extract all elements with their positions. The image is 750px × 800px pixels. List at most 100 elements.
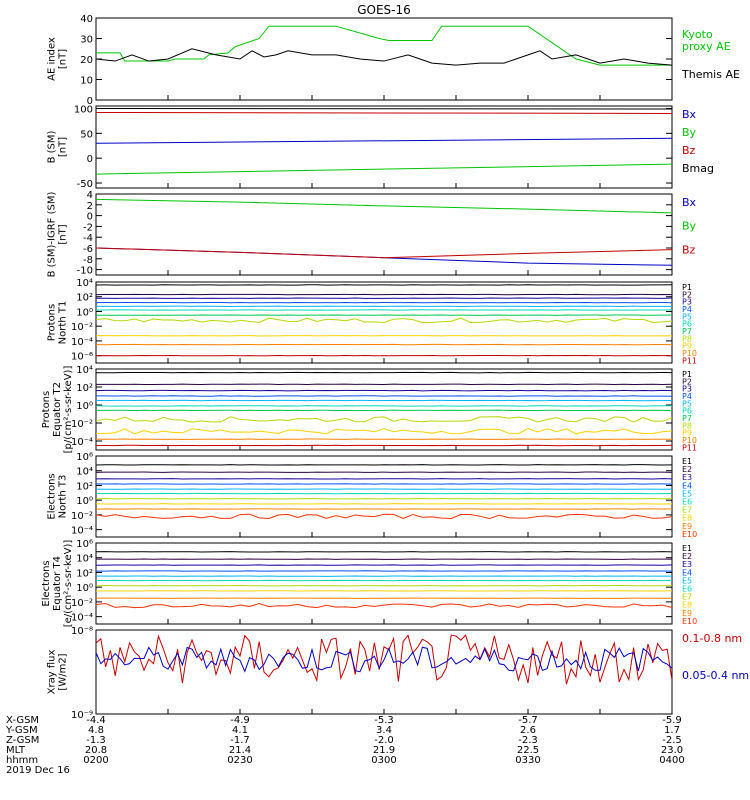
x-tick-value: 20.8 [85,745,107,756]
plot-area [96,25,672,66]
legend-p1: P1 [682,283,692,292]
x-row-label: X-GSM [6,715,39,726]
y-axis-label-line: Protons [41,391,52,428]
legend-e2: E2 [682,552,692,561]
y-tick-label: 10⁰ [76,307,93,318]
y-tick-label: 20 [80,55,93,66]
legend-e8: E8 [682,514,692,523]
legend-item: Kyoto [682,28,713,41]
plot-area [96,371,672,447]
y-tick-label: 10² [76,568,93,579]
legend-p11: P11 [682,443,697,452]
y-axis-label-line: North T3 [58,475,69,519]
legend-p9: P9 [682,429,692,438]
panel-frame [95,105,673,189]
series-xray-long [96,634,672,685]
legend-p10: P10 [682,349,697,358]
x-tick-value: -1.7 [230,735,250,746]
legend-p7: P7 [682,327,692,336]
y-tick-label: 10⁰ [76,583,93,594]
x-tick-value: -5.3 [374,715,394,726]
legend-xray: 0.1-0.8 nm 0.05-0.4 nm [682,632,749,682]
y-axis-label: B (SM)-IGRF (SM) [nT] [47,192,69,278]
y-axis-label-line: [nT] [58,49,69,69]
series-bx [96,137,672,144]
panel-8: 10⁻⁸ 10⁻⁹ Xray flux [W/m2] [47,626,673,721]
plot-area [96,198,672,266]
y-axis-label-line: Protons [47,304,58,341]
x-row-label: Z-GSM [6,735,39,746]
y-tick-label: 10⁶ [76,452,93,463]
legend-p3: P3 [682,385,692,394]
legend-e6: E6 [682,498,692,507]
x-tick-value: -5.9 [662,715,682,726]
x-tick-value: -4.4 [86,715,106,726]
y-tick-label: 10⁻⁹ [71,710,93,721]
y-axis-label-line: B (SM)-IGRF (SM) [47,192,58,278]
y-tick-label: 0 [87,96,93,107]
x-tick-value: -4.9 [230,715,250,726]
y-tick-label: 0 [87,212,93,223]
x-tick-value: 3.4 [376,725,392,736]
y-axis-label: Electrons Equator T4 [e/(cm²-s-sr-keV)] [41,540,74,628]
y-tick-label: 10⁻⁸ [71,626,93,637]
legend-p1: P1 [682,370,692,379]
x-tick-value: 22.5 [517,745,539,756]
y-tick-label: 10⁶ [76,539,93,550]
legend-p4: P4 [682,392,692,401]
y-tick-label: 10⁴ [76,554,93,565]
plot-area [96,107,672,175]
legend-p9: P9 [682,342,692,351]
legend-p4: P4 [682,305,692,314]
y-tick-label: 10 [80,76,93,87]
legend-p7: P7 [682,414,692,423]
legend-e4: E4 [682,568,692,577]
series-by [96,198,672,214]
legend-item: Bz [682,243,696,256]
legend-p5: P5 [682,399,692,408]
y-tick-label: -10 [77,266,93,277]
series-xray-short [96,646,672,673]
y-axis-label-line: Electrons [47,473,58,519]
y-tick-label: 10⁻⁶ [71,352,93,363]
series-p8 [96,416,672,423]
legend-b: Bx By Bz Bmag [682,108,714,175]
legend-p2: P2 [682,290,692,299]
legend-item: By [682,126,697,139]
plot-area [96,464,672,520]
legend-item: 0.1-0.8 nm [682,632,742,645]
panel-1: 0 10 20 30 40 AE index [nT] [47,14,673,107]
x-row-label: Y-GSM [5,725,38,736]
y-axis-label-line: North T1 [58,301,69,345]
legend-e1: E1 [682,457,692,466]
legend-e1: E1 [682,544,692,553]
x-tick-value: 0200 [83,755,108,766]
y-tick-label: 10⁰ [76,496,93,507]
figure-title: GOES-16 [357,3,411,17]
y-axis-label-line: Equator T4 [52,556,63,611]
y-tick-label: 10⁰ [76,401,93,412]
y-tick-label: 4 [87,190,93,201]
legend-e9: E9 [682,522,692,531]
y-axis-label: Protons North T1 [47,301,69,345]
legend-item: By [682,220,697,233]
legend-e10: E10 [682,530,697,539]
legend-e7: E7 [682,506,692,515]
panel-frame [95,629,673,715]
series-p9 [96,427,672,435]
y-tick-label: -50 [77,179,93,190]
panel-frame [95,368,673,451]
y-tick-label: 10⁴ [76,365,93,376]
plot-area [96,551,672,609]
legend-p5: P5 [682,312,692,321]
x-tick-value: 0230 [227,755,252,766]
series-bz [96,247,672,259]
